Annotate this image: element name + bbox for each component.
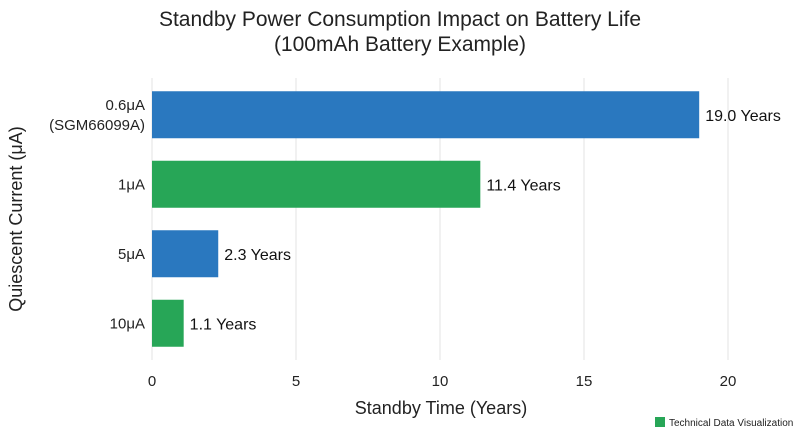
bar-1 — [152, 160, 481, 208]
data-label-3: 1.1 Years — [190, 316, 257, 333]
bar-3 — [152, 299, 184, 347]
x-tick-label-20: 20 — [720, 373, 737, 390]
data-label-2: 2.3 Years — [224, 247, 291, 264]
chart-title: Standby Power Consumption Impact on Batt… — [159, 8, 641, 31]
x-axis-label: Standby Time (Years) — [355, 398, 527, 418]
x-tick-label-5: 5 — [292, 373, 300, 390]
data-label-1: 11.4 Years — [486, 177, 560, 194]
y-tick-label-1: 1μA — [118, 176, 145, 193]
y-axis-label: Quiescent Current (μA) — [6, 126, 26, 311]
y-tick-label-0-0: 0.6μA — [106, 97, 146, 114]
text-marks: Standby Power Consumption Impact on Batt… — [6, 8, 793, 429]
bar-2 — [152, 230, 219, 278]
y-tick-label-3: 10μA — [110, 315, 145, 332]
x-tick-label-15: 15 — [576, 373, 593, 390]
y-tick-label-2: 5μA — [118, 246, 145, 263]
legend-label: Technical Data Visualization — [669, 418, 793, 429]
x-tick-label-10: 10 — [432, 373, 449, 390]
bars — [152, 91, 700, 347]
data-label-0: 19.0 Years — [705, 108, 781, 125]
y-tick-label-0-1: (SGM66099A) — [49, 117, 145, 134]
chart-subtitle: (100mAh Battery Example) — [274, 33, 526, 56]
x-tick-label-0: 0 — [148, 373, 156, 390]
legend-swatch — [655, 417, 665, 427]
bar-0 — [152, 91, 700, 139]
